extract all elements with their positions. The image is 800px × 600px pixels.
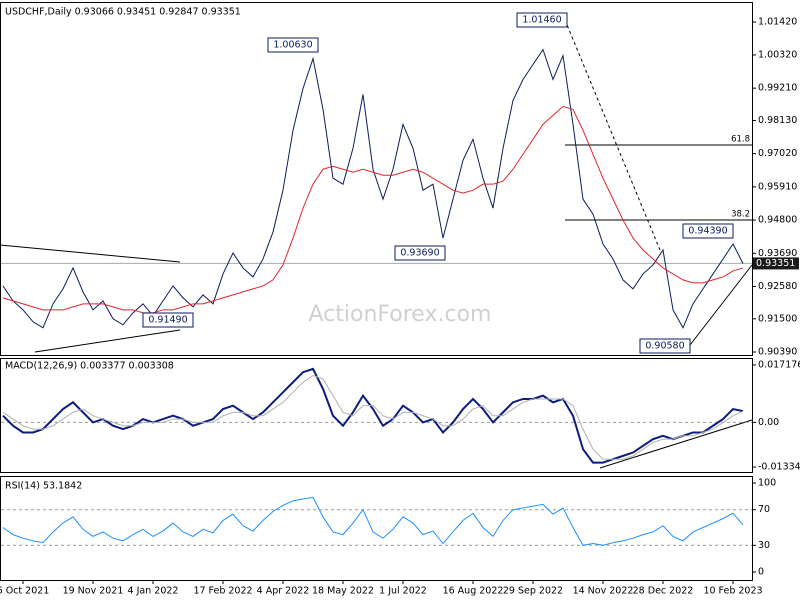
annotation: 0.93690: [400, 248, 439, 259]
y-tick-label: 30: [758, 540, 770, 551]
annotation-box: [267, 37, 319, 53]
annotation: 0.90580: [645, 341, 684, 352]
annotation-box: [142, 312, 194, 328]
y-tick-label: 0.94800: [758, 215, 797, 226]
series-line: [2, 48, 744, 329]
annotation-box: [682, 223, 734, 239]
annotation-box: [394, 245, 446, 261]
y-tick-label: 0: [758, 566, 764, 577]
annotation: 0.94390: [688, 226, 727, 237]
fib-label: 38.2: [731, 210, 750, 220]
x-tick-label: 1 Jul 2022: [379, 586, 427, 597]
y-tick-label: 0.97020: [758, 148, 797, 159]
y-tick-label: 100: [758, 478, 776, 489]
x-tick-label: 4 Jan 2022: [128, 586, 179, 597]
series-line: [2, 496, 744, 546]
chart-title: USDCHF,Daily 0.93066 0.93451 0.92847 0.9…: [5, 7, 241, 18]
series-line: [2, 105, 744, 314]
trendlines: [0, 19, 753, 469]
annotation: 1.01460: [522, 15, 561, 26]
rsi-title: RSI(14) 53.1842: [5, 481, 82, 492]
price-panel: [0, 2, 753, 356]
y-tick-label: -0.01334: [758, 462, 800, 473]
x-tick-label: 18 May 2022: [312, 586, 374, 597]
x-tick-label: 19 Nov 2021: [63, 586, 124, 597]
y-tick-label: 0.99210: [758, 83, 797, 94]
series-line: [2, 375, 744, 460]
fib-label: 61.8: [731, 135, 750, 145]
y-tick-label: 70: [758, 504, 770, 515]
last-price-label: 0.93351: [756, 258, 795, 269]
annotation: 0.91490: [148, 315, 187, 326]
last-price-tag: [753, 257, 799, 270]
x-tick-label: 28 Dec 2022: [633, 586, 694, 597]
x-tick-label: 10 Feb 2023: [703, 586, 762, 597]
y-tick-label: 0.95910: [758, 181, 797, 192]
y-tick-label: 0.90390: [758, 347, 797, 358]
annotation-box: [516, 12, 568, 28]
x-tick-label: 6 Oct 2021: [0, 586, 49, 597]
x-tick-label: 16 Aug 2022: [443, 586, 504, 597]
y-tick-label: 0.017176: [758, 359, 800, 370]
rsi-panel: [0, 476, 753, 581]
series-line: [2, 367, 744, 464]
y-tick-label: 0.98130: [758, 115, 797, 126]
y-tick-label: 0.00: [758, 417, 779, 428]
x-tick-label: 4 Apr 2022: [257, 586, 310, 597]
x-tick-label: 17 Feb 2022: [193, 586, 252, 597]
y-tick-label: 1.01420: [758, 17, 797, 28]
y-tick-label: 0.91500: [758, 313, 797, 324]
y-tick-label: 1.00320: [758, 49, 797, 60]
x-tick-label: 14 Nov 2022: [573, 586, 634, 597]
annotation-box: [639, 338, 691, 354]
x-tick-label: 29 Sep 2022: [503, 586, 563, 597]
annotation: 1.00630: [273, 40, 312, 51]
watermark: ActionForex.com: [309, 302, 492, 327]
y-tick-label: 0.93690: [758, 248, 797, 259]
macd-panel: [0, 358, 753, 473]
macd-title: MACD(12,26,9) 0.003377 0.003308: [5, 361, 174, 372]
y-tick-label: 0.92580: [758, 281, 797, 292]
